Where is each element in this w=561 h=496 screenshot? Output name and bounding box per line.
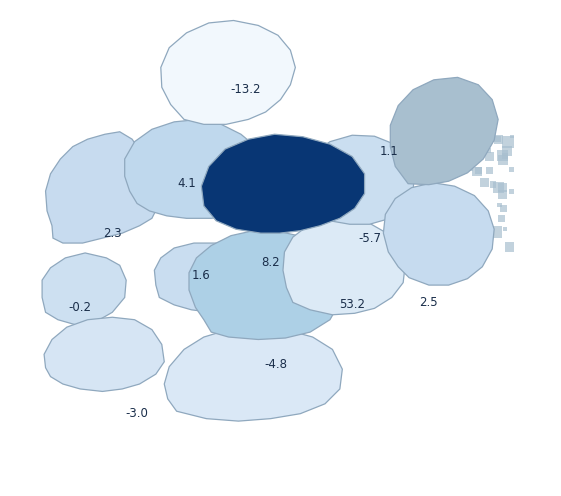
Text: -3.0: -3.0 bbox=[126, 407, 149, 420]
Polygon shape bbox=[470, 202, 479, 212]
Polygon shape bbox=[471, 131, 474, 134]
Text: 1.6: 1.6 bbox=[192, 269, 211, 282]
Polygon shape bbox=[472, 204, 482, 214]
Text: -4.8: -4.8 bbox=[264, 358, 287, 371]
Polygon shape bbox=[485, 147, 491, 153]
Polygon shape bbox=[502, 153, 508, 159]
Polygon shape bbox=[201, 134, 365, 233]
Polygon shape bbox=[494, 135, 500, 142]
Text: 53.2: 53.2 bbox=[339, 299, 365, 311]
Polygon shape bbox=[480, 127, 486, 132]
Polygon shape bbox=[510, 134, 514, 138]
Polygon shape bbox=[44, 317, 164, 391]
Polygon shape bbox=[485, 225, 492, 232]
Polygon shape bbox=[483, 218, 487, 223]
Polygon shape bbox=[503, 136, 514, 148]
Polygon shape bbox=[390, 77, 498, 185]
Text: -13.2: -13.2 bbox=[231, 83, 261, 96]
Polygon shape bbox=[502, 146, 512, 156]
Polygon shape bbox=[485, 129, 491, 136]
Polygon shape bbox=[503, 227, 507, 231]
Polygon shape bbox=[498, 215, 505, 222]
Text: -5.7: -5.7 bbox=[358, 232, 381, 245]
Text: 8.2: 8.2 bbox=[261, 256, 280, 269]
Polygon shape bbox=[154, 243, 258, 312]
Polygon shape bbox=[509, 167, 514, 173]
Polygon shape bbox=[473, 242, 477, 246]
Polygon shape bbox=[283, 218, 405, 315]
Polygon shape bbox=[470, 167, 473, 171]
Polygon shape bbox=[472, 151, 476, 156]
Polygon shape bbox=[474, 135, 483, 144]
Polygon shape bbox=[496, 150, 508, 161]
Polygon shape bbox=[498, 189, 507, 199]
Polygon shape bbox=[45, 132, 159, 243]
Polygon shape bbox=[499, 183, 507, 192]
Text: 2.3: 2.3 bbox=[103, 227, 122, 240]
Polygon shape bbox=[505, 243, 514, 251]
Polygon shape bbox=[481, 211, 489, 220]
Polygon shape bbox=[468, 203, 473, 209]
Polygon shape bbox=[486, 167, 493, 174]
Text: 2.5: 2.5 bbox=[420, 296, 438, 309]
Polygon shape bbox=[493, 182, 504, 193]
Polygon shape bbox=[306, 135, 414, 224]
Text: 1.1: 1.1 bbox=[380, 145, 399, 158]
Polygon shape bbox=[480, 178, 489, 187]
Polygon shape bbox=[498, 155, 508, 165]
Text: 4.1: 4.1 bbox=[177, 177, 196, 190]
Polygon shape bbox=[494, 135, 503, 144]
Polygon shape bbox=[472, 167, 482, 176]
Polygon shape bbox=[164, 327, 342, 421]
Text: -0.2: -0.2 bbox=[68, 301, 91, 314]
Polygon shape bbox=[383, 183, 494, 285]
Polygon shape bbox=[491, 226, 502, 238]
Polygon shape bbox=[497, 202, 502, 207]
Polygon shape bbox=[189, 231, 340, 339]
Polygon shape bbox=[490, 182, 496, 187]
Polygon shape bbox=[161, 20, 295, 124]
Polygon shape bbox=[475, 168, 482, 174]
Polygon shape bbox=[500, 204, 507, 212]
Polygon shape bbox=[42, 253, 126, 325]
Polygon shape bbox=[509, 189, 514, 194]
Polygon shape bbox=[125, 120, 266, 218]
Polygon shape bbox=[487, 238, 491, 242]
Polygon shape bbox=[485, 152, 494, 161]
